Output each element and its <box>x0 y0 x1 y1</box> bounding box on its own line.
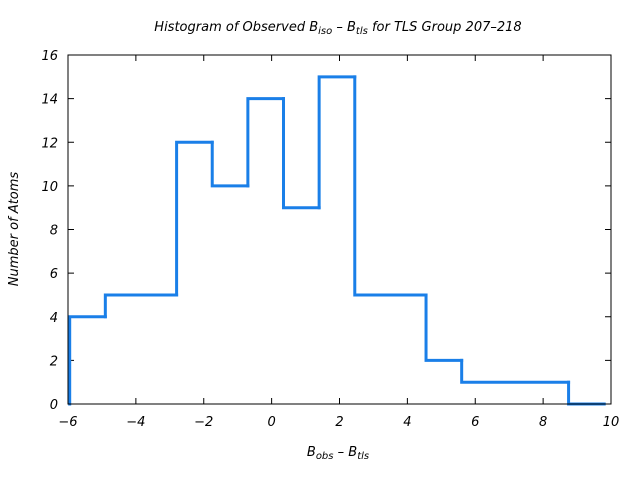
y-axis-label: Number of Atoms <box>7 172 22 287</box>
histogram-bin <box>246 97 286 188</box>
histogram-bin <box>68 315 107 406</box>
x-tick-label: 10 <box>603 415 620 430</box>
chart-title: Histogram of Observed Biso – Btls for TL… <box>154 20 521 37</box>
histogram-bin <box>317 75 357 210</box>
x-tick-label: −6 <box>58 415 77 430</box>
x-tick-label: 6 <box>471 415 479 430</box>
xlabel-middle: – B <box>334 445 358 460</box>
y-tick-label: 4 <box>50 311 58 326</box>
y-tick-label: 6 <box>50 267 58 282</box>
plot-frame <box>67 54 612 405</box>
y-tick-label: 12 <box>41 136 58 151</box>
x-tick-label: −4 <box>126 415 145 430</box>
histogram-bin <box>282 97 321 210</box>
title-prefix: Histogram of Observed B <box>154 20 318 35</box>
histogram-bin <box>210 140 250 188</box>
ticks-layer: −6 −4 −2 0 2 4 6 8 10 0 2 4 6 8 10 12 14 16 <box>41 49 619 430</box>
y-tick-label: 10 <box>41 180 58 195</box>
histogram-bin <box>103 293 179 319</box>
bars-layer <box>68 75 606 406</box>
x-tick-label: 0 <box>267 415 275 430</box>
x-tick-label: 2 <box>335 415 343 430</box>
histogram-bin <box>353 75 428 297</box>
x-tick-label: −2 <box>194 415 213 430</box>
x-axis-label: Bobs – Btls <box>307 445 369 462</box>
y-tick-label: 14 <box>41 93 58 108</box>
title-middle: – B <box>332 20 356 35</box>
title-sub-iso: iso <box>318 26 332 37</box>
y-tick-label: 2 <box>50 354 58 369</box>
histogram-bin <box>460 358 571 384</box>
y-tick-label: 16 <box>41 49 58 64</box>
x-tick-label: 8 <box>539 415 547 430</box>
y-tick-label: 8 <box>50 224 58 239</box>
histogram-bin <box>175 140 214 297</box>
title-sub-tls: tls <box>356 26 368 37</box>
xlabel-sub-tls: tls <box>357 451 369 462</box>
xlabel-b1: B <box>307 445 316 460</box>
title-suffix: for TLS Group 207–218 <box>368 20 522 35</box>
histogram-bin <box>567 380 606 406</box>
xlabel-sub-obs: obs <box>316 451 334 462</box>
y-tick-label: 0 <box>50 398 58 413</box>
x-tick-label: 4 <box>403 415 411 430</box>
histogram-bin <box>424 293 464 362</box>
